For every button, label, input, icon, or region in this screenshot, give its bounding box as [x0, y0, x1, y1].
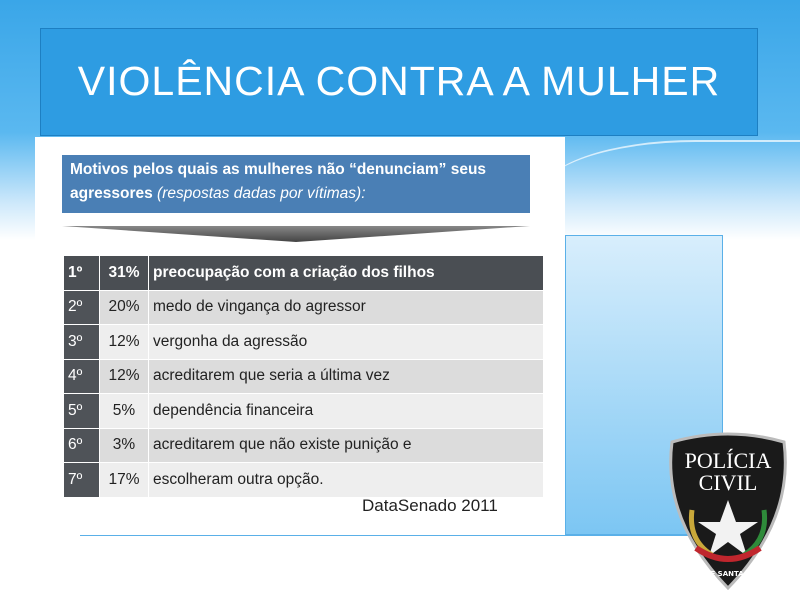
reason-cell: medo de vingança do agressor: [148, 289, 544, 325]
heading-text: Motivos pelos quais as mulheres não “den…: [70, 161, 487, 202]
reason-cell: vergonha da agressão: [148, 324, 544, 360]
table-row: 2º 20% medo de vingança do agressor: [63, 289, 544, 325]
divider: [80, 535, 725, 536]
rank-cell: 6º: [63, 427, 100, 463]
decorative-swoosh: [540, 140, 800, 232]
rank-cell: 7º: [63, 462, 100, 498]
title-band: [40, 28, 758, 136]
percent-cell: 31%: [99, 255, 149, 291]
percent-cell: 5%: [99, 393, 149, 429]
table-heading: Motivos pelos quais as mulheres não “den…: [62, 155, 530, 213]
source-label: DataSenado 2011: [362, 496, 498, 515]
table-row: 6º 3% acreditarem que não existe punição e: [63, 427, 544, 463]
reason-cell: dependência financeira: [148, 393, 544, 429]
percent-cell: 12%: [99, 358, 149, 394]
table-row: 1º 31% preocupação com a criação dos filho…: [63, 255, 544, 291]
rank-cell: 2º: [63, 289, 100, 325]
rank-cell: 4º: [63, 358, 100, 394]
percent-cell: 20%: [99, 289, 149, 325]
table-row: 4º 12% acreditarem que seria a última vez: [63, 358, 544, 394]
reasons-table: 1º 31% preocupação com a criação dos filho…: [63, 255, 544, 498]
reason-cell: acreditarem que não existe punição e: [148, 427, 544, 463]
policia-civil-badge-logo: POLÍCIA CIVIL ESTADO DE SANTA CATARINA: [669, 432, 787, 590]
reason-cell: preocupação com a criação dos filhos: [148, 255, 544, 291]
table-row: 5º 5% dependência financeira: [63, 393, 544, 429]
slide-title: VIOLÊNCIA CONTRA A MULHER: [77, 58, 721, 104]
percent-cell: 12%: [99, 324, 149, 360]
percent-cell: 3%: [99, 427, 149, 463]
percent-cell: 17%: [99, 462, 149, 498]
reason-cell: escolheram outra opção.: [148, 462, 544, 498]
rank-cell: 1º: [63, 255, 100, 291]
logo-ring-text: ESTADO DE SANTA CATARINA: [671, 570, 786, 578]
table-row: 7º 17% escolheram outra opção.: [63, 462, 544, 498]
rank-cell: 5º: [63, 393, 100, 429]
heading-subtext: (respostas dadas por vítimas):: [157, 185, 366, 202]
table-row: 3º 12% vergonha da agressão: [63, 324, 544, 360]
rank-cell: 3º: [63, 324, 100, 360]
reason-cell: acreditarem que seria a última vez: [148, 358, 544, 394]
logo-text-line1: POLÍCIA: [685, 448, 772, 473]
logo-text-line2: CIVIL: [699, 470, 758, 495]
